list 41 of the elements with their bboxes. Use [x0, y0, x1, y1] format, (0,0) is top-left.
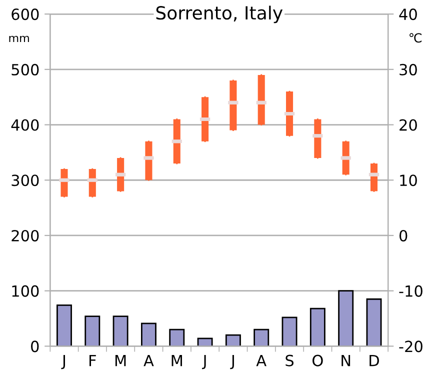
bar	[338, 290, 354, 346]
chart-title: Sorrento, Italy	[156, 6, 283, 24]
y-tick-label: 200	[12, 230, 39, 242]
y2-tick-label: 30	[400, 64, 417, 76]
bar	[254, 328, 270, 346]
x-tick-label: F	[90, 354, 96, 366]
x-tick-label: J	[61, 354, 65, 370]
bar	[112, 316, 128, 346]
y-tick-label: 400	[11, 119, 39, 131]
y-tick-label: 0	[31, 340, 39, 352]
y2-tick-label: 10	[400, 174, 417, 186]
x-tick-label: J	[230, 354, 234, 370]
bar	[169, 328, 185, 346]
y-axis-title: mm	[9, 36, 29, 42]
y-tick-label: 100	[12, 285, 39, 297]
x-tick-label: M	[115, 354, 126, 366]
x-tick-label: D	[370, 354, 379, 366]
y2-tick-label: -10	[399, 285, 422, 297]
y-tick-label: 600	[12, 8, 39, 20]
x-tick-label: M	[172, 354, 182, 366]
bar	[366, 298, 382, 346]
bar	[84, 316, 100, 346]
y2-tick-label: 40	[399, 8, 417, 20]
x-tick-label: N	[342, 354, 350, 366]
y-tick-label: 300	[12, 174, 39, 186]
x-tick-label: A	[144, 354, 154, 366]
y2-tick-label: -20	[399, 340, 422, 352]
y2-axis-title: ℃	[410, 33, 422, 43]
bar	[310, 308, 326, 346]
bar	[56, 304, 72, 346]
y-tick-label: 500	[12, 64, 39, 76]
bar	[140, 322, 156, 346]
x-tick-label: S	[286, 354, 294, 366]
bar	[282, 316, 298, 346]
y2-tick-label: 20	[400, 119, 417, 131]
bar	[197, 338, 213, 346]
x-tick-label: J	[202, 354, 206, 370]
x-tick-label: O	[312, 354, 323, 366]
x-tick-label: A	[256, 354, 266, 366]
y2-tick-label: 0	[400, 230, 408, 242]
bar	[225, 334, 241, 346]
